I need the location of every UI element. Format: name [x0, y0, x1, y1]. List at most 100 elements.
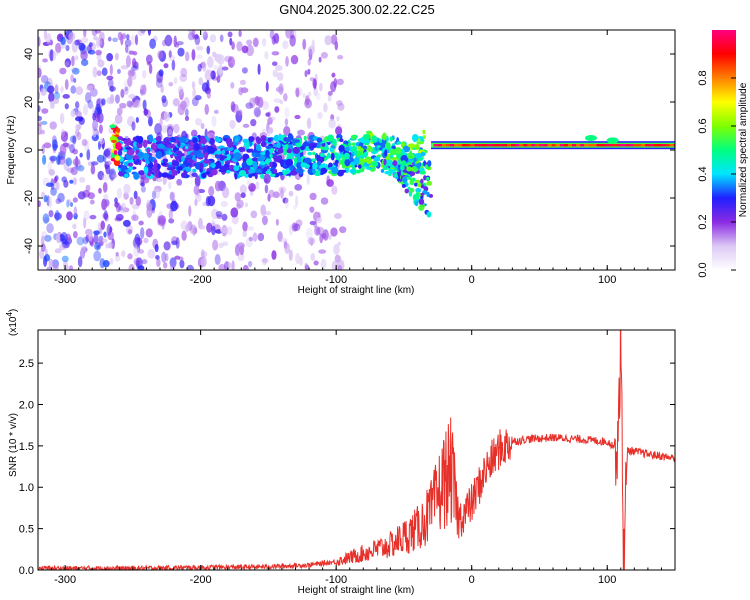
spectrogram-cell — [273, 33, 280, 44]
spectrogram-band-core — [555, 144, 562, 147]
spectrogram-cell — [128, 93, 136, 99]
spectrogram-cell — [336, 100, 343, 107]
spectrogram-cell — [142, 178, 150, 184]
spectrogram-cell — [76, 124, 82, 130]
spectrogram-cell — [314, 226, 321, 236]
spectrogram-cell — [72, 177, 77, 185]
spectrogram-cell — [196, 153, 205, 158]
spectrogram-cell — [147, 116, 153, 127]
spectrogram-cell — [291, 222, 298, 232]
spectrogram-cell — [109, 64, 113, 76]
spectrogram-cell — [109, 94, 115, 104]
spectrogram-cell — [164, 34, 173, 47]
spectrogram-band-core — [466, 144, 473, 147]
spectrogram-cell — [179, 73, 188, 83]
y-tick-label: 0.5 — [19, 524, 34, 536]
spectrogram-cell — [221, 66, 229, 71]
spectrogram-cell — [114, 254, 121, 262]
spectrogram-cell — [176, 178, 183, 186]
spectrogram-cell — [168, 181, 172, 190]
y-tick-label: -20 — [23, 190, 35, 206]
spectrogram-cell — [255, 168, 263, 174]
spectrogram-cell — [423, 175, 427, 181]
spectrogram-cell — [269, 30, 275, 40]
spectrogram-cell — [404, 188, 409, 194]
spectrogram-cell — [92, 66, 98, 78]
spectrogram-cell — [49, 155, 57, 162]
spectrogram-cell — [414, 143, 420, 151]
spectrogram-cell — [85, 234, 90, 243]
spectrogram-cell — [120, 165, 127, 173]
y-tick-label: 2.0 — [19, 399, 34, 411]
spectrogram-cell — [95, 112, 101, 123]
spectrogram-cell — [337, 241, 341, 246]
spectrogram-cell — [338, 145, 345, 152]
spectrogram-cell — [155, 151, 163, 159]
spectrogram-cell — [50, 157, 55, 164]
spectrogram-cell — [322, 229, 329, 241]
spectrogram-band-core — [474, 144, 481, 147]
spectrogram-band-core — [535, 144, 542, 147]
spectrogram-cell — [254, 172, 258, 180]
spectrogram-cell — [123, 173, 129, 179]
spectrogram-cell — [417, 183, 422, 188]
spectrogram-cell — [117, 136, 124, 141]
spectrogram-cell — [322, 146, 330, 151]
spectrogram-band-core — [502, 144, 509, 147]
spectrogram-cell — [261, 215, 268, 226]
spectrogram-cell — [191, 172, 198, 177]
snr-x-ticks: -300 -200 -100 0 100 — [37, 330, 676, 586]
snr-panel: -300 -200 -100 0 100 0.0 0.5 1.0 1.5 2.0 2.5 Heig… — [5, 309, 676, 596]
spectrogram-cell — [69, 265, 74, 270]
spectrogram-cell — [66, 167, 75, 173]
spectrogram-cell — [133, 246, 140, 257]
spectrogram-cell — [212, 51, 217, 58]
spectrogram-cell — [317, 112, 323, 119]
spectrogram-band-core — [515, 144, 522, 147]
spectrogram-cell — [401, 183, 406, 188]
snr-y-label: SNR (10 * v/v) — [8, 413, 19, 477]
spectrogram-cell — [40, 191, 46, 198]
spectrogram-cell — [128, 165, 133, 171]
spectrogram-cell — [245, 237, 253, 248]
spectrogram-cell — [272, 69, 278, 78]
spectrogram-cell — [320, 167, 328, 174]
spectrogram-cell — [226, 153, 231, 161]
spectrogram-cell — [146, 199, 152, 212]
spectrogram-cell — [101, 67, 108, 76]
spectrogram-cell — [173, 77, 178, 85]
spectrogram-cell — [109, 85, 115, 93]
spectrogram-cell — [39, 249, 45, 260]
spectrogram-cell — [606, 137, 619, 144]
spectrogram-cell — [57, 155, 66, 165]
spectrogram-cell — [420, 178, 424, 184]
spectrogram-cell — [252, 37, 259, 48]
spectrogram-cell — [206, 45, 211, 55]
y-tick-label: 1.0 — [19, 482, 34, 494]
spectrogram-cell — [327, 152, 331, 158]
spectrogram-cell — [304, 70, 308, 78]
spectrogram-cell — [99, 37, 105, 49]
spectrogram-cell — [347, 142, 352, 146]
spectrogram-cell — [306, 173, 311, 185]
spectrogram-cell — [98, 227, 103, 235]
spectrogram-cell — [234, 192, 241, 202]
spectrogram-cell — [185, 154, 193, 159]
spectrogram-cell — [88, 229, 93, 242]
spectrogram-cell — [336, 255, 342, 262]
spectrogram-cell — [185, 224, 190, 232]
spectrogram-cell — [330, 152, 335, 161]
spectrogram-cell — [105, 243, 109, 249]
spectrogram-cell — [192, 137, 198, 144]
spectrogram-cell — [283, 93, 288, 102]
spectrogram-cell — [190, 129, 198, 138]
spectrogram-band-core — [669, 144, 675, 147]
spectrogram-cell — [277, 147, 284, 154]
spectrogram-band-core — [498, 144, 505, 147]
spectrogram-cell — [191, 48, 196, 61]
spectrogram-cell — [316, 226, 325, 236]
spectrogram-cell — [260, 141, 267, 148]
spectrogram-cell — [344, 146, 350, 152]
spectrogram-cell — [246, 141, 250, 149]
